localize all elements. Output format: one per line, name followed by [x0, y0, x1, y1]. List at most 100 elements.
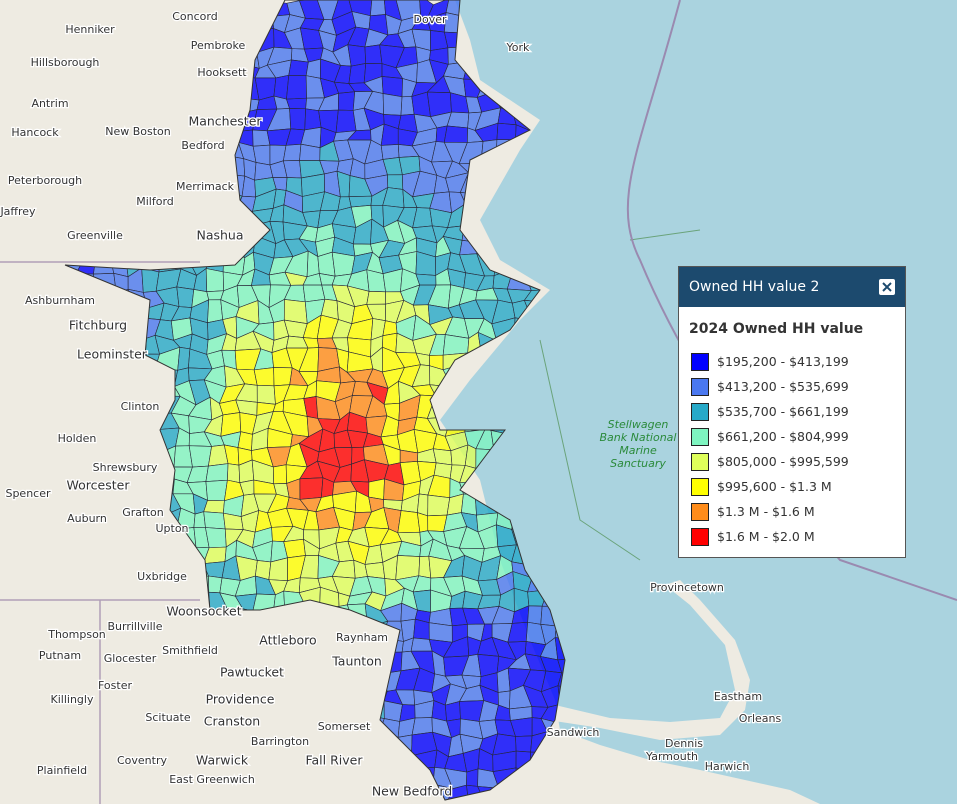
place-labels: Concord Henniker Pembroke Hillsborough Hooks…	[0, 9, 783, 800]
place-label: Raynham	[336, 631, 388, 644]
place-label: Killingly	[51, 693, 94, 706]
tract	[366, 291, 386, 305]
legend-item: $535,700 - $661,199	[691, 399, 905, 424]
legend-item: $805,000 - $995,599	[691, 449, 905, 474]
legend-label: $1.3 M - $1.6 M	[717, 504, 815, 519]
legend-swatch	[691, 502, 709, 521]
place-label: Nashua	[196, 228, 243, 243]
place-label: Thompson	[47, 628, 106, 641]
legend-swatch	[691, 352, 709, 371]
place-label: Merrimack	[176, 180, 235, 193]
legend-item: $1.6 M - $2.0 M	[691, 524, 905, 549]
tract	[203, 499, 225, 514]
place-label: Warwick	[196, 753, 249, 768]
tract	[237, 431, 253, 451]
place-label: Dover	[414, 13, 447, 26]
tract	[364, 561, 386, 579]
tract	[283, 299, 308, 325]
place-label: Auburn	[67, 512, 107, 525]
place-label: Foster	[98, 679, 132, 692]
tract	[203, 511, 226, 530]
legend-label: $1.6 M - $2.0 M	[717, 529, 815, 544]
tract	[443, 125, 468, 143]
legend-swatch	[691, 427, 709, 446]
place-label: Ashburnham	[25, 294, 95, 307]
place-label: Scituate	[145, 711, 190, 724]
place-label: Henniker	[65, 23, 115, 36]
place-label: Clinton	[121, 400, 160, 413]
tract	[288, 59, 309, 76]
tract	[188, 445, 212, 468]
place-label: Worcester	[67, 478, 131, 493]
place-label: Burrillville	[108, 620, 163, 633]
place-label: Holden	[58, 432, 97, 445]
legend-item: $661,200 - $804,999	[691, 424, 905, 449]
place-label: Milford	[136, 195, 174, 208]
place-label: Jaffrey	[0, 205, 36, 218]
place-label: York	[506, 41, 531, 54]
tract	[348, 63, 367, 84]
tract	[253, 367, 275, 387]
place-label: Orleans	[739, 712, 782, 725]
tract	[256, 385, 276, 405]
tract	[252, 144, 271, 166]
tract	[286, 97, 307, 110]
legend-item: $995,600 - $1.3 M	[691, 474, 905, 499]
place-label: Leominster	[77, 347, 148, 362]
tract	[176, 286, 195, 308]
place-label: Manchester	[188, 114, 262, 129]
place-label: Taunton	[331, 654, 382, 669]
tract	[305, 58, 321, 79]
place-label: Eastham	[714, 690, 762, 703]
tract	[415, 273, 437, 286]
place-label: Fall River	[305, 753, 363, 768]
tract	[383, 700, 403, 722]
tract	[282, 143, 302, 162]
tract	[496, 122, 517, 141]
tract	[428, 622, 453, 643]
sanctuary-label: Bank National	[600, 431, 677, 444]
legend-swatch	[691, 402, 709, 421]
place-label: Smithfield	[162, 644, 218, 657]
legend-label: $805,000 - $995,599	[717, 454, 849, 469]
sanctuary-boundary	[539, 229, 701, 561]
place-label: Attleboro	[259, 633, 316, 648]
tract	[273, 367, 293, 387]
tract	[299, 477, 324, 500]
legend-item: $1.3 M - $1.6 M	[691, 499, 905, 524]
place-label: Yarmouth	[645, 750, 698, 763]
close-button[interactable]	[879, 279, 895, 295]
tract	[289, 108, 306, 131]
place-label: Uxbridge	[137, 570, 187, 583]
sanctuary-label: Stellwagen	[608, 418, 669, 431]
tract	[382, 93, 403, 116]
place-label: Somerset	[318, 720, 371, 733]
tract	[432, 448, 453, 466]
place-label: Spencer	[5, 487, 51, 500]
legend-swatch	[691, 477, 709, 496]
tract	[177, 346, 191, 371]
tract	[427, 494, 451, 517]
place-label: Sandwich	[547, 726, 600, 739]
tract	[442, 334, 470, 356]
tract	[283, 538, 306, 559]
tract	[205, 527, 227, 549]
place-label: Woonsocket	[166, 604, 241, 619]
place-label: Glocester	[104, 652, 157, 665]
place-label: Shrewsbury	[93, 461, 158, 474]
tract	[207, 299, 224, 324]
tract	[413, 618, 430, 640]
tract	[399, 461, 421, 486]
place-label: Upton	[155, 522, 188, 535]
tract	[335, 109, 357, 133]
tract	[227, 463, 241, 484]
place-label: Concord	[172, 10, 217, 23]
place-label: Greenville	[67, 229, 123, 242]
tract	[286, 74, 307, 100]
tract	[205, 463, 229, 482]
place-label: Harwich	[705, 760, 750, 773]
legend-label: $535,700 - $661,199	[717, 404, 849, 419]
place-label: Grafton	[122, 506, 164, 519]
place-label: Plainfield	[37, 764, 87, 777]
